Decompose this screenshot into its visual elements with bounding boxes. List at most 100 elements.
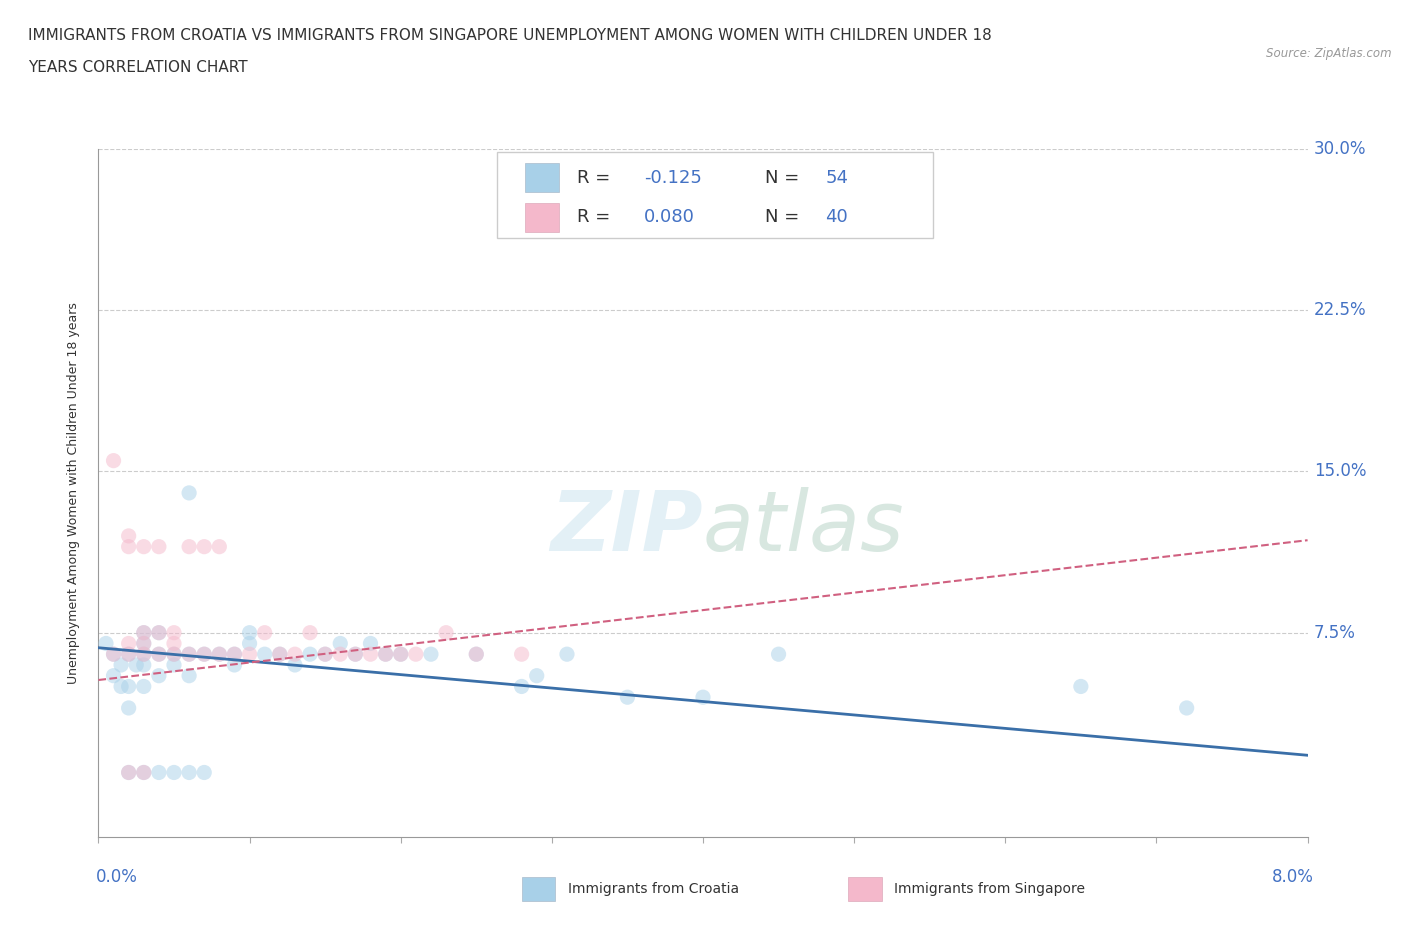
Point bbox=[360, 636, 382, 651]
Point bbox=[163, 636, 186, 651]
Point bbox=[148, 646, 170, 661]
Point bbox=[118, 636, 141, 651]
Point bbox=[132, 765, 155, 780]
Point bbox=[555, 646, 578, 661]
Point bbox=[374, 646, 396, 661]
Point bbox=[269, 646, 291, 661]
Text: YEARS CORRELATION CHART: YEARS CORRELATION CHART bbox=[28, 60, 247, 75]
Point bbox=[768, 646, 790, 661]
Point bbox=[224, 646, 246, 661]
Point bbox=[374, 646, 396, 661]
Point bbox=[208, 646, 231, 661]
Point bbox=[148, 669, 170, 684]
Point bbox=[125, 658, 148, 672]
Point bbox=[526, 669, 548, 684]
Point bbox=[253, 646, 276, 661]
Point bbox=[510, 679, 533, 694]
Text: IMMIGRANTS FROM CROATIA VS IMMIGRANTS FROM SINGAPORE UNEMPLOYMENT AMONG WOMEN WI: IMMIGRANTS FROM CROATIA VS IMMIGRANTS FR… bbox=[28, 28, 991, 43]
Point bbox=[239, 636, 262, 651]
Point bbox=[193, 646, 215, 661]
Point bbox=[118, 528, 141, 543]
Bar bbox=[522, 877, 555, 900]
Text: atlas: atlas bbox=[703, 486, 904, 568]
Point bbox=[148, 539, 170, 554]
Text: N =: N = bbox=[765, 169, 804, 187]
Text: 30.0%: 30.0% bbox=[1313, 140, 1367, 158]
FancyBboxPatch shape bbox=[498, 153, 932, 238]
Text: 22.5%: 22.5% bbox=[1313, 301, 1367, 319]
Point bbox=[118, 646, 141, 661]
Y-axis label: Unemployment Among Women with Children Under 18 years: Unemployment Among Women with Children U… bbox=[67, 302, 80, 684]
Text: 0.080: 0.080 bbox=[644, 208, 695, 226]
Point bbox=[132, 646, 155, 661]
Point bbox=[179, 646, 201, 661]
Point bbox=[179, 669, 201, 684]
Point bbox=[465, 646, 488, 661]
Point bbox=[118, 700, 141, 715]
Point bbox=[465, 646, 488, 661]
Point bbox=[239, 646, 262, 661]
Point bbox=[163, 646, 186, 661]
Point bbox=[284, 658, 307, 672]
Point bbox=[616, 690, 638, 705]
Point bbox=[118, 765, 141, 780]
Point bbox=[132, 658, 155, 672]
Point bbox=[1175, 700, 1198, 715]
Point bbox=[163, 765, 186, 780]
Point bbox=[299, 625, 322, 640]
Point bbox=[329, 636, 352, 651]
Point bbox=[179, 765, 201, 780]
Point bbox=[163, 646, 186, 661]
Text: 15.0%: 15.0% bbox=[1313, 462, 1367, 481]
Bar bbox=[526, 203, 560, 232]
Point bbox=[132, 625, 155, 640]
Point bbox=[148, 625, 170, 640]
Point bbox=[224, 658, 246, 672]
Point bbox=[118, 765, 141, 780]
Point bbox=[208, 539, 231, 554]
Point bbox=[103, 453, 125, 468]
Text: 8.0%: 8.0% bbox=[1272, 868, 1313, 886]
Point bbox=[299, 646, 322, 661]
Point bbox=[163, 625, 186, 640]
Text: Immigrants from Singapore: Immigrants from Singapore bbox=[894, 882, 1085, 896]
Point bbox=[118, 539, 141, 554]
Point bbox=[434, 625, 457, 640]
Point bbox=[193, 646, 215, 661]
Point bbox=[284, 646, 307, 661]
Point bbox=[103, 646, 125, 661]
Point bbox=[224, 646, 246, 661]
Point bbox=[132, 636, 155, 651]
Bar bbox=[848, 877, 882, 900]
Point bbox=[314, 646, 336, 661]
Point bbox=[110, 658, 132, 672]
Bar bbox=[526, 164, 560, 193]
Point bbox=[132, 679, 155, 694]
Point bbox=[344, 646, 367, 661]
Point bbox=[118, 646, 141, 661]
Point bbox=[193, 765, 215, 780]
Text: R =: R = bbox=[578, 169, 616, 187]
Point bbox=[148, 625, 170, 640]
Point bbox=[103, 646, 125, 661]
Point bbox=[510, 646, 533, 661]
Point bbox=[405, 646, 427, 661]
Point bbox=[269, 646, 291, 661]
Point bbox=[110, 679, 132, 694]
Text: 0.0%: 0.0% bbox=[96, 868, 138, 886]
Point bbox=[148, 646, 170, 661]
Point bbox=[179, 539, 201, 554]
Point bbox=[389, 646, 412, 661]
Point bbox=[132, 539, 155, 554]
Point bbox=[179, 485, 201, 500]
Point bbox=[163, 658, 186, 672]
Point bbox=[329, 646, 352, 661]
Point bbox=[118, 679, 141, 694]
Point bbox=[314, 646, 336, 661]
Point bbox=[692, 690, 714, 705]
Point bbox=[360, 646, 382, 661]
Text: ZIP: ZIP bbox=[550, 486, 703, 568]
Point bbox=[344, 646, 367, 661]
Point bbox=[103, 669, 125, 684]
Text: Immigrants from Croatia: Immigrants from Croatia bbox=[568, 882, 738, 896]
